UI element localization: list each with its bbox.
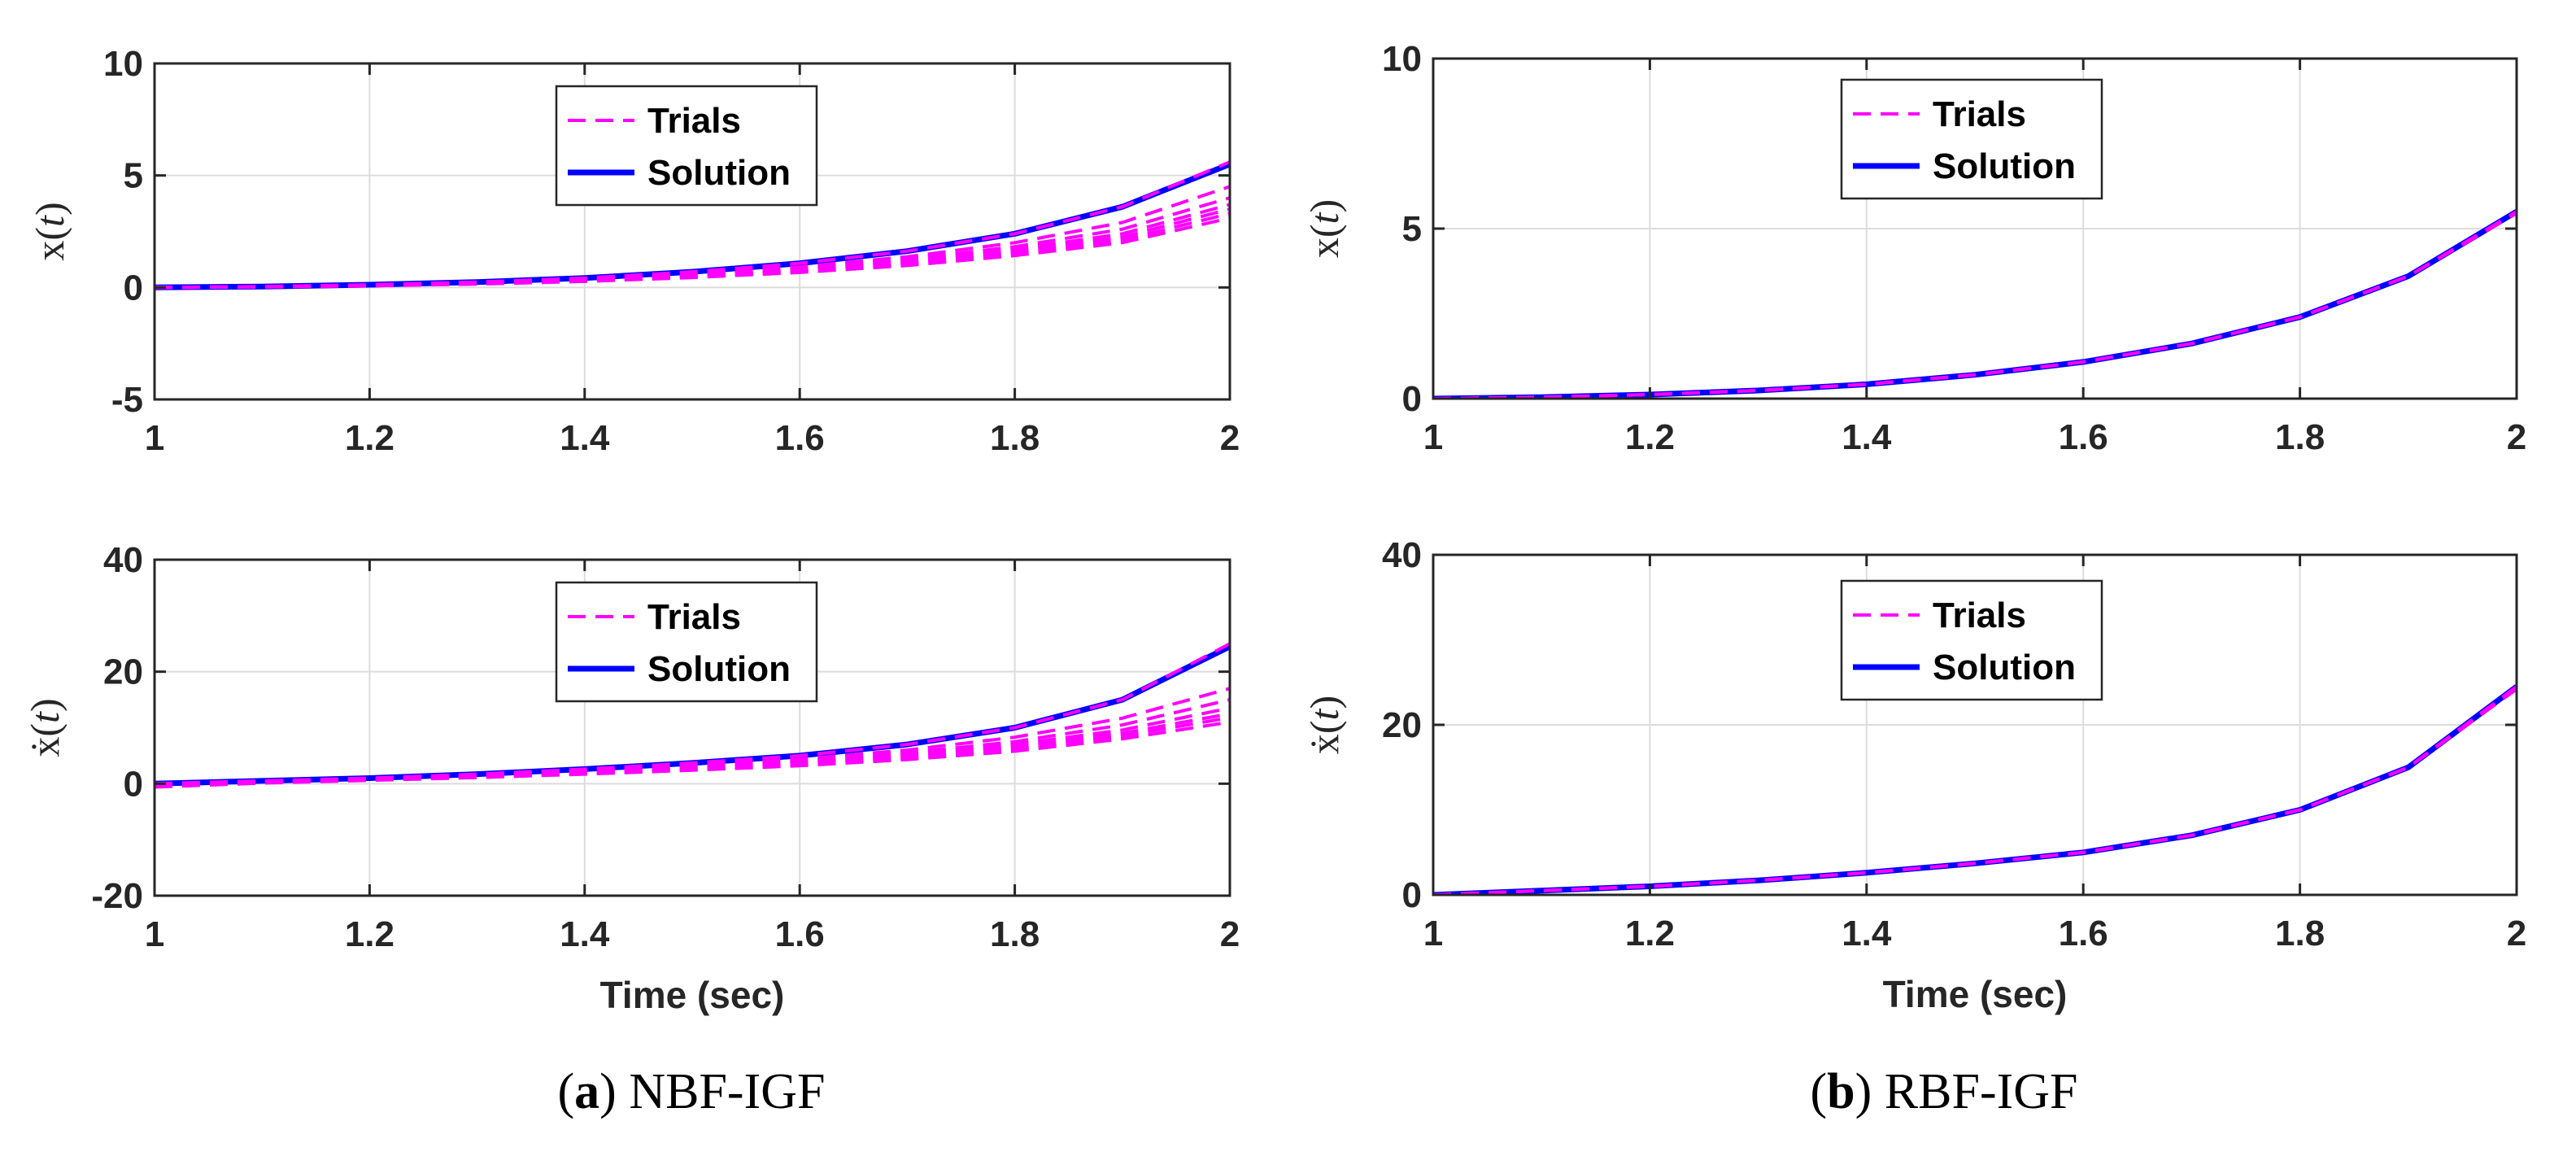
y-tick-label: -20 <box>91 876 143 916</box>
y-tick-label: 0 <box>1402 875 1422 915</box>
y-axis-label-part: ) <box>1301 696 1347 709</box>
caption-b-label: RBF-IGF <box>1885 1064 2078 1119</box>
x-tick-label: 1.4 <box>1842 417 1892 457</box>
y-tick-label: 40 <box>103 540 143 580</box>
legend-trials-label: Trials <box>647 597 741 637</box>
trial-line <box>1433 212 2517 399</box>
panel-a-top-chart: 1 1.2 1.4 1.6 1.8 2 -5 0 5 10 x(t) Trials Solution <box>27 44 1240 458</box>
x-axis-label: Time (sec) <box>1883 973 2068 1015</box>
y-tick-label: 10 <box>1382 39 1422 79</box>
y-tick-label: 5 <box>124 156 143 196</box>
axes-box <box>153 558 1231 897</box>
panel-a-bottom-chart: 1 1.2 1.4 1.6 1.8 2 -20 0 20 40 ẋ(t) Time (sec) Tria… <box>22 540 1240 1016</box>
y-axis-label-var: t <box>22 711 68 723</box>
trial-line <box>1433 687 2517 895</box>
legend-solution-label: Solution <box>1933 648 2076 687</box>
x-tick-label: 1.8 <box>2275 914 2325 953</box>
trial-line <box>155 216 1230 290</box>
x-tick-label: 2 <box>1220 418 1240 458</box>
x-tick-label: 1.6 <box>2059 914 2108 953</box>
legend-trials-label: Trials <box>647 101 741 141</box>
y-axis-label-var: t <box>1301 212 1347 224</box>
y-axis-label-part: x( <box>1301 224 1347 258</box>
x-tick-label: 1 <box>1423 914 1443 953</box>
x-tick-label: 1.4 <box>560 418 610 458</box>
y-axis-label-part: x( <box>27 227 72 261</box>
x-tick-label: 2 <box>2507 417 2526 457</box>
x-tick-label: 1.6 <box>775 418 825 458</box>
y-tick-label: 20 <box>1382 705 1422 745</box>
legend-box <box>555 85 818 207</box>
y-tick-label: 0 <box>124 268 143 308</box>
x-tick-label: 1.4 <box>560 914 610 954</box>
x-tick-label: 1.2 <box>345 418 394 458</box>
y-axis-label-part: ) <box>27 202 72 216</box>
y-axis-label-part: ) <box>22 698 68 712</box>
caption-a-label: NBF-IGF <box>629 1064 825 1119</box>
y-axis-label: ẋ(t) <box>22 698 68 757</box>
legend-box <box>555 581 818 703</box>
x-tick-label: 1.8 <box>2275 417 2325 457</box>
y-tick-label: -5 <box>111 380 143 420</box>
axes-box <box>153 62 1231 401</box>
x-tick-label: 2 <box>2507 914 2526 953</box>
caption-b-letter: b <box>1827 1064 1855 1119</box>
legend-trials-label: Trials <box>1933 94 2026 134</box>
y-axis-label: x(t) <box>1301 199 1347 258</box>
panel-b-top-chart: 1 1.2 1.4 1.6 1.8 2 0 5 10 x(t) Trials Solution <box>1301 39 2526 457</box>
y-axis-label-var: t <box>1301 708 1347 720</box>
legend-solution-label: Solution <box>647 649 791 689</box>
x-tick-label: 1.2 <box>345 914 394 954</box>
x-tick-label: 1.6 <box>2059 417 2108 457</box>
y-axis-label: x(t) <box>27 202 72 260</box>
y-tick-label: 40 <box>1382 535 1422 575</box>
x-tick-label: 1 <box>1423 417 1443 457</box>
x-tick-label: 1.2 <box>1625 914 1675 953</box>
legend-solution-label: Solution <box>1933 146 2076 186</box>
caption-a: (a) NBF-IGF <box>558 1064 826 1119</box>
y-tick-label: 0 <box>1402 379 1422 419</box>
legend-box <box>1840 78 2103 200</box>
caption-b: (b) RBF-IGF <box>1810 1064 2077 1119</box>
y-axis-label-part: ẋ( <box>1301 720 1347 754</box>
y-tick-label: 5 <box>1402 209 1422 249</box>
y-axis-label-part: ) <box>1301 199 1347 213</box>
trial-line <box>155 720 1230 789</box>
x-tick-label: 1.6 <box>775 914 825 954</box>
x-tick-label: 1 <box>145 914 164 954</box>
legend-trials-label: Trials <box>1933 595 2026 635</box>
x-tick-label: 1 <box>145 418 164 458</box>
y-tick-label: 10 <box>103 44 143 84</box>
x-tick-label: 1.8 <box>990 914 1040 954</box>
x-tick-label: 2 <box>1220 914 1240 954</box>
caption-a-letter: a <box>574 1064 599 1119</box>
x-tick-label: 1.8 <box>990 418 1040 458</box>
y-tick-label: 0 <box>124 764 143 804</box>
x-tick-label: 1.4 <box>1842 914 1892 953</box>
y-tick-label: 20 <box>103 652 143 692</box>
y-axis-label-var: t <box>27 215 72 227</box>
legend-box <box>1840 579 2103 701</box>
x-tick-label: 1.2 <box>1625 417 1675 457</box>
y-axis-label: ẋ(t) <box>1301 696 1347 754</box>
legend-solution-label: Solution <box>647 153 791 193</box>
y-axis-label-part: ẋ( <box>22 723 68 757</box>
x-axis-label: Time (sec) <box>600 974 785 1016</box>
